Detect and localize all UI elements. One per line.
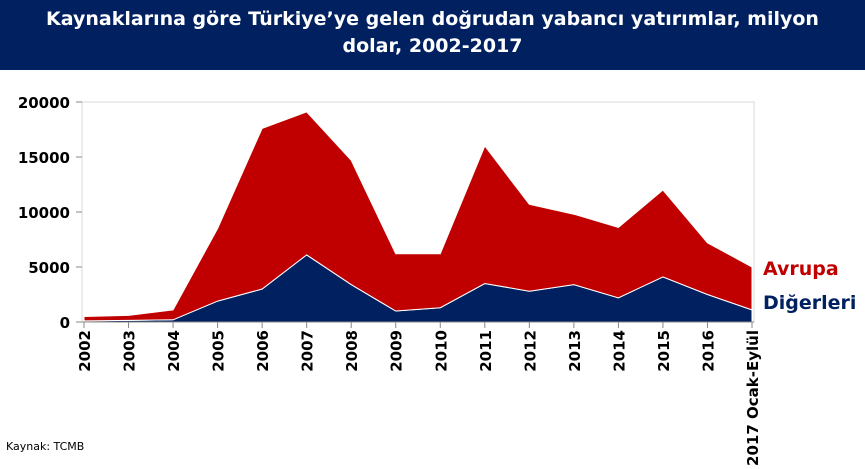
- x-tick-label: 2002: [76, 330, 94, 372]
- area: [83, 111, 753, 322]
- x-tick-label: 2009: [388, 330, 406, 372]
- legend-label: Avrupa: [763, 258, 839, 280]
- x-tick-label: 2006: [254, 330, 272, 372]
- x-tick-label: 2017 Ocak-Eylül: [744, 330, 762, 466]
- y-tick-label: 20000: [18, 94, 70, 112]
- x-tick-label: 2005: [210, 330, 228, 372]
- chart-title: Kaynaklarına göre Türkiye’ye gelen doğru…: [0, 0, 865, 70]
- x-tick-label: 2016: [699, 330, 717, 372]
- x-tick-label: 2010: [432, 330, 450, 372]
- x-tick-label: 2008: [343, 330, 361, 372]
- x-tick-label: 2014: [610, 330, 628, 372]
- y-tick-label: 15000: [18, 149, 70, 167]
- y-tick-label: 10000: [18, 204, 70, 222]
- x-tick-label: 2012: [521, 330, 539, 372]
- x-tick-label: 2007: [299, 330, 317, 372]
- x-tick-label: 2003: [121, 330, 139, 372]
- x-tick-label: 2011: [477, 330, 495, 372]
- source: Kaynak: TCMB: [6, 440, 84, 453]
- legend-label: Diğerleri: [763, 292, 856, 314]
- x-tick-label: 2015: [655, 330, 673, 372]
- y-tick-label: 0: [60, 314, 70, 332]
- x-tick-label: 2004: [165, 330, 183, 372]
- y-tick-label: 5000: [28, 259, 70, 277]
- x-tick-label: 2013: [566, 330, 584, 372]
